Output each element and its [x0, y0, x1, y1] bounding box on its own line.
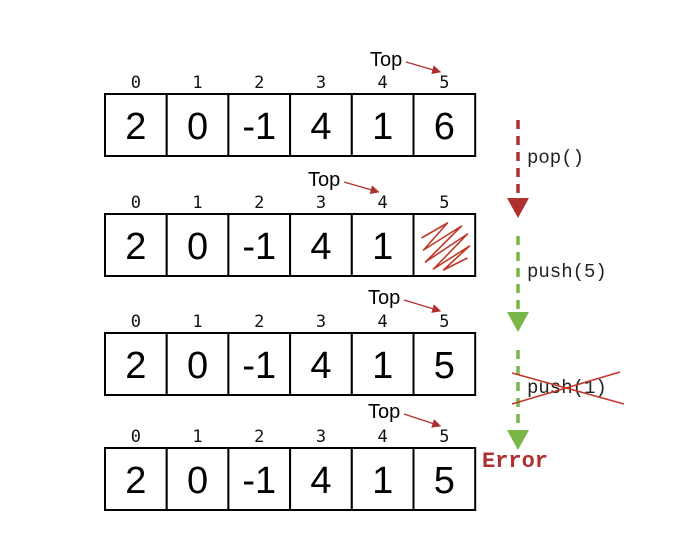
index-label: 4 — [378, 73, 388, 93]
array-cell — [412, 447, 477, 511]
cell-value: 5 — [434, 345, 455, 387]
index-label: 0 — [131, 427, 141, 447]
array-cell — [350, 332, 415, 396]
cell-value: 4 — [310, 226, 331, 268]
cell-value: 4 — [310, 106, 331, 148]
index-label: 3 — [316, 193, 326, 213]
cell-value: 6 — [434, 106, 455, 148]
index-label: 5 — [439, 193, 449, 213]
top-pointer-label: Top — [368, 401, 400, 423]
array-cell — [289, 213, 353, 277]
index-label: 4 — [378, 193, 388, 213]
index-label: 1 — [192, 193, 202, 213]
array-cell — [350, 93, 415, 157]
operations-layer: pop() push(5) push(1)Error — [482, 120, 625, 474]
top-pointer-label: Top — [308, 169, 340, 191]
operation-1: push(5) — [507, 236, 607, 332]
index-label: 1 — [192, 312, 202, 332]
cell-value: 1 — [372, 106, 393, 148]
top-pointer-label: Top — [368, 287, 400, 309]
cell-value: 2 — [125, 460, 146, 502]
index-label: 2 — [254, 193, 264, 213]
top-pointer-arrow — [403, 299, 442, 313]
operation-label: push(5) — [527, 261, 607, 283]
array-cell — [227, 93, 292, 157]
cell-value: -1 — [242, 226, 276, 268]
top-pointer-label: Top — [370, 49, 402, 71]
index-label: 4 — [378, 312, 388, 332]
array-cell — [289, 447, 353, 511]
cell-value: 2 — [125, 226, 146, 268]
array-cell — [227, 447, 292, 511]
cell-value: -1 — [242, 460, 276, 502]
cell-value: -1 — [242, 106, 276, 148]
index-label: 4 — [378, 427, 388, 447]
operation-2: push(1) — [507, 350, 625, 450]
index-label: 5 — [439, 312, 449, 332]
cell-value: 0 — [187, 226, 208, 268]
error-label: Error — [482, 449, 548, 474]
operation-arrow-head — [507, 430, 529, 450]
index-label: 1 — [192, 73, 202, 93]
cell-value: 2 — [125, 345, 146, 387]
array-cell — [412, 332, 477, 396]
index-label: 0 — [131, 193, 141, 213]
cell-value: 2 — [125, 106, 146, 148]
cell-value: 0 — [187, 345, 208, 387]
index-label: 2 — [254, 73, 264, 93]
array-cell — [165, 447, 230, 511]
cell-value: 4 — [310, 345, 331, 387]
operation-0: pop() — [507, 120, 584, 218]
index-label: 0 — [131, 73, 141, 93]
index-label: 5 — [439, 427, 449, 447]
top-pointer-arrow — [343, 181, 380, 195]
operation-label: pop() — [527, 147, 584, 169]
array-cell — [165, 213, 230, 277]
top-pointer-arrow — [405, 61, 442, 75]
index-label: 0 — [131, 312, 141, 332]
cell-value: 1 — [372, 345, 393, 387]
cell-value: 1 — [372, 460, 393, 502]
cross-out-line — [511, 372, 625, 405]
index-label: 1 — [192, 427, 202, 447]
array-cell — [227, 332, 292, 396]
array-cell — [165, 332, 230, 396]
array-cell — [104, 447, 168, 511]
array-cell — [165, 93, 230, 157]
cell-value: 4 — [310, 460, 331, 502]
index-label: 2 — [254, 427, 264, 447]
array-cell — [289, 332, 353, 396]
index-label: 3 — [316, 73, 326, 93]
array-cell — [104, 213, 168, 277]
index-label: 3 — [316, 427, 326, 447]
array-cell — [104, 93, 168, 157]
cell-value: 1 — [372, 226, 393, 268]
index-label: 2 — [254, 312, 264, 332]
operation-arrow-head — [507, 312, 529, 332]
array-cell — [412, 213, 477, 277]
array-cell — [227, 213, 292, 277]
cell-value: 0 — [187, 106, 208, 148]
cell-value: -1 — [242, 345, 276, 387]
top-pointer-arrow — [403, 413, 442, 428]
cell-value: 5 — [434, 460, 455, 502]
index-label: 3 — [316, 312, 326, 332]
cross-out-line — [511, 371, 621, 405]
operation-arrow-head — [507, 198, 529, 218]
index-label: 5 — [439, 73, 449, 93]
scribble-mark — [421, 222, 471, 271]
array-cell — [412, 93, 477, 157]
cell-value: 0 — [187, 460, 208, 502]
